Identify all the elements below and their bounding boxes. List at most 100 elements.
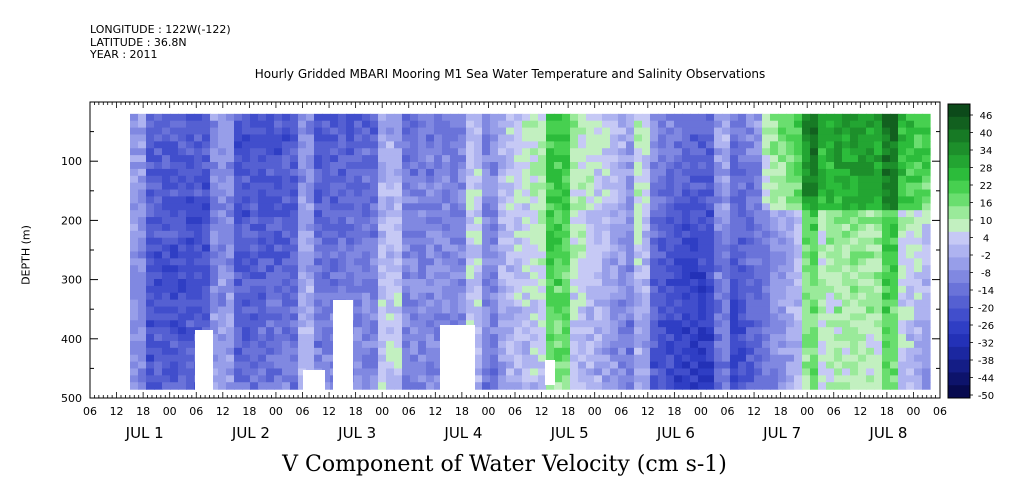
heatmap-cell (426, 203, 435, 211)
heatmap-cell (274, 230, 283, 239)
heatmap-cell (906, 285, 915, 294)
heatmap-cell (330, 120, 339, 129)
heatmap-cell (146, 168, 155, 177)
heatmap-cell (474, 265, 483, 273)
heatmap-cell (810, 292, 819, 301)
heatmap-cell (226, 340, 235, 349)
heatmap-cell (898, 244, 907, 253)
heatmap-cell (138, 162, 147, 170)
heatmap-cell (754, 113, 763, 122)
heatmap-cell (250, 368, 259, 376)
heatmap-cell (610, 113, 619, 122)
heatmap-cell (794, 320, 803, 328)
heatmap-cell (898, 148, 907, 156)
heatmap-cell (378, 113, 387, 122)
heatmap-cell (834, 347, 843, 356)
heatmap-cell (650, 203, 659, 211)
heatmap-cell (610, 272, 619, 280)
heatmap-cell (242, 258, 251, 266)
heatmap-cell (274, 327, 283, 335)
heatmap-cell (162, 127, 171, 136)
heatmap-cell (666, 258, 675, 266)
heatmap-cell (210, 306, 219, 315)
longitude-label: LONGITUDE : 122W(-122) (90, 23, 231, 36)
heatmap-cell (514, 223, 523, 232)
heatmap-cell (690, 265, 699, 273)
heatmap-cell (242, 279, 251, 287)
heatmap-cell (514, 237, 523, 246)
heatmap-cell (906, 313, 915, 321)
heatmap-cell (834, 237, 843, 246)
heatmap-cell (266, 258, 275, 266)
heatmap-cell (906, 155, 915, 163)
heatmap-cell (346, 189, 355, 198)
heatmap-cell (194, 306, 203, 315)
heatmap-cell (178, 285, 187, 294)
heatmap-cell (618, 361, 627, 370)
heatmap-cell (546, 113, 555, 122)
heatmap-cell (426, 292, 435, 301)
heatmap-cell (698, 203, 707, 211)
heatmap-cell (530, 196, 539, 204)
heatmap-cell (418, 230, 427, 239)
heatmap-cell (282, 196, 291, 204)
heatmap-cell (226, 279, 235, 287)
heatmap-cell (338, 141, 347, 149)
heatmap-cell (146, 244, 155, 253)
heatmap-cell (226, 168, 235, 177)
heatmap-cell (922, 347, 931, 356)
heatmap-cell (402, 127, 411, 136)
heatmap-cell (786, 258, 795, 266)
heatmap-cell (322, 375, 331, 383)
heatmap-cell (490, 327, 499, 335)
heatmap-cell (362, 155, 371, 163)
heatmap-cell (234, 230, 243, 239)
heatmap-cell (522, 162, 531, 170)
heatmap-cell (330, 292, 339, 301)
x-day-tick-label: JUL 3 (337, 424, 376, 442)
heatmap-cell (906, 251, 915, 259)
heatmap-cell (330, 148, 339, 156)
heatmap-cell (314, 258, 323, 266)
heatmap-cell (178, 141, 187, 149)
heatmap-cell (810, 265, 819, 273)
heatmap-cell (394, 127, 403, 136)
heatmap-cell (586, 237, 595, 246)
heatmap-cell (730, 223, 739, 232)
heatmap-cell (322, 155, 331, 163)
heatmap-cell (434, 272, 443, 280)
heatmap-cell (290, 223, 299, 232)
heatmap-cell (442, 237, 451, 246)
heatmap-cell (186, 210, 195, 218)
heatmap-cell (178, 134, 187, 142)
heatmap-cell (538, 375, 547, 383)
heatmap-cell (770, 361, 779, 370)
heatmap-cell (738, 340, 747, 349)
heatmap-cell (834, 134, 843, 142)
heatmap-cell (282, 134, 291, 142)
x-hour-tick-label: 12 (747, 405, 761, 418)
heatmap-cell (890, 382, 899, 390)
heatmap-cell (706, 141, 715, 149)
heatmap-cell (370, 375, 379, 383)
heatmap-cell (594, 113, 603, 122)
heatmap-cell (474, 306, 483, 315)
heatmap-cell (762, 285, 771, 294)
heatmap-cell (570, 182, 579, 191)
x-hour-tick-label: 12 (216, 405, 230, 418)
heatmap-cell (874, 375, 883, 383)
heatmap-cell (858, 292, 867, 301)
heatmap-cell (370, 162, 379, 170)
heatmap-cell (706, 272, 715, 280)
heatmap-cell (306, 223, 315, 232)
heatmap-cell (914, 182, 923, 191)
heatmap-cell (834, 182, 843, 191)
heatmap-cell (210, 230, 219, 239)
heatmap-cell (250, 230, 259, 239)
heatmap-cell (906, 182, 915, 191)
heatmap-cell (170, 368, 179, 376)
heatmap-cell (210, 354, 219, 363)
heatmap-cell (490, 368, 499, 376)
heatmap-cell (698, 175, 707, 184)
heatmap-cell (386, 361, 395, 370)
